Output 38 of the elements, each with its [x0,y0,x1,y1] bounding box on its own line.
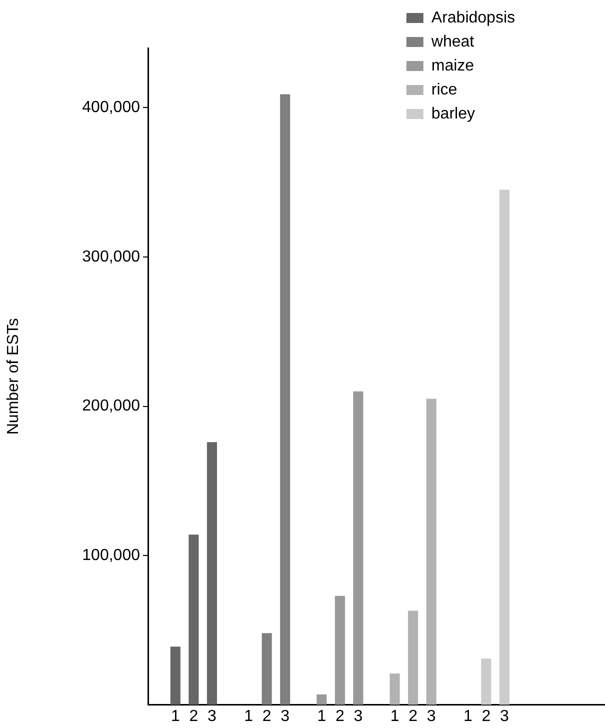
y-tick-label: 100,000 [82,546,140,564]
bar [188,534,199,705]
y-axis-title: Number of ESTs [5,318,22,435]
legend-label: maize [431,57,474,74]
bar [334,596,345,705]
bar [206,442,218,705]
legend-label: barley [431,105,475,122]
bar [353,391,364,705]
x-tick-label: 3 [500,708,510,725]
y-tick-label: 300,000 [82,248,140,266]
x-tick-label: 2 [262,708,272,725]
bar [280,94,290,705]
x-tick-label: 1 [390,708,400,725]
x-tick-label: 1 [170,708,180,725]
x-tick-label: 2 [482,708,491,725]
x-tick-label: 2 [408,708,418,725]
x-tick-label: 3 [426,708,436,725]
x-tick-label: 2 [189,708,198,725]
bar [481,658,492,705]
bar [262,633,272,705]
x-tick-label: 1 [244,708,254,725]
legend-label: wheat [430,33,475,50]
x-tick-label: 1 [463,708,472,725]
bar [499,190,510,705]
bar [390,673,400,705]
x-tick-label: 1 [317,708,326,725]
bar [316,694,327,705]
x-tick-label: 3 [354,708,363,725]
y-tick-label: 400,000 [82,99,140,116]
bar [170,646,180,705]
bar [426,398,436,705]
x-tick-label: 2 [335,708,344,725]
x-tick-label: 3 [280,708,290,725]
legend-label: Arabidopsis [431,9,516,26]
bar [408,610,418,705]
y-tick-label: 200,000 [82,398,140,415]
x-tick-label: 3 [208,708,217,725]
legend-label: rice [431,81,458,98]
